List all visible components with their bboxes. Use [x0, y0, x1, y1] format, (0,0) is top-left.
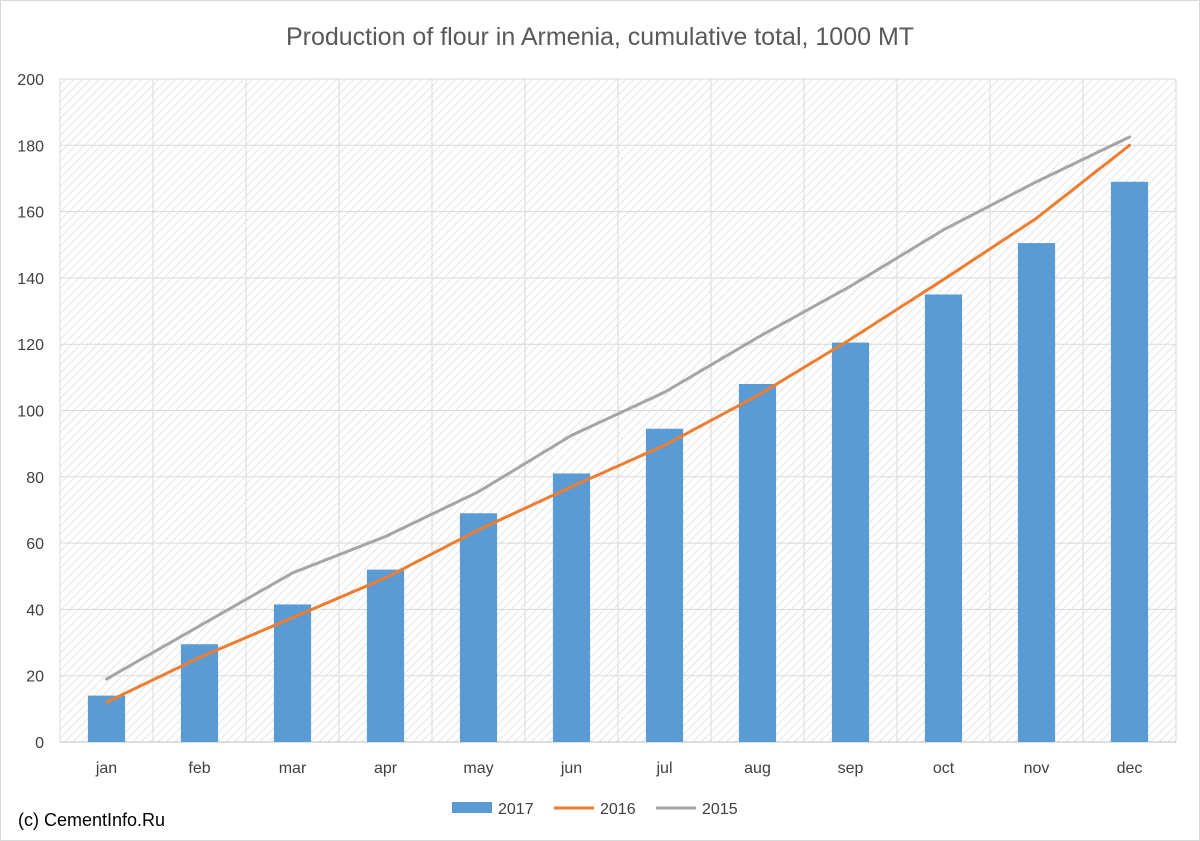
- x-tick-label: mar: [279, 760, 307, 777]
- x-tick-label: apr: [374, 760, 398, 777]
- y-tick-label: 160: [17, 205, 44, 222]
- x-tick-label: jan: [95, 760, 117, 777]
- plot-area: 0 20 40 60 80 100 120 140 160 180 200 jan feb mar apr m…: [17, 72, 1177, 777]
- x-tick-label: sep: [838, 760, 864, 777]
- legend-label-2016: 2016: [600, 801, 636, 818]
- bar-2017-may: [459, 513, 498, 742]
- x-tick-label: nov: [1024, 760, 1050, 777]
- bar-2017-sep: [831, 342, 870, 742]
- bar-2017-nov: [1017, 243, 1056, 742]
- x-tick-label: may: [463, 760, 493, 777]
- y-tick-label: 200: [17, 72, 44, 89]
- x-tick-label: jun: [560, 760, 582, 777]
- bar-2017-mar: [273, 604, 312, 742]
- line-series-2016: [105, 143, 1131, 704]
- x-tick-label: aug: [744, 760, 771, 777]
- bar-2017-jun: [552, 473, 591, 742]
- line-series-2015: [105, 135, 1131, 681]
- x-tick-label: oct: [933, 760, 955, 777]
- y-tick-label: 0: [35, 735, 44, 752]
- y-tick-label: 100: [17, 404, 44, 421]
- y-tick-label: 20: [26, 669, 44, 686]
- x-tick-label: dec: [1117, 760, 1143, 777]
- bar-2017-oct: [924, 294, 963, 742]
- bar-2017-feb: [180, 644, 219, 742]
- bar-2017-aug: [738, 383, 777, 742]
- y-tick-label: 120: [17, 337, 44, 354]
- y-tick-label: 80: [26, 470, 44, 487]
- legend-label-2017: 2017: [498, 801, 534, 818]
- credit-text: (c) CementInfo.Ru: [18, 810, 165, 830]
- x-tick-label: feb: [188, 760, 210, 777]
- chart-title: Production of flour in Armenia, cumulati…: [286, 23, 914, 51]
- legend-label-2015: 2015: [702, 801, 738, 818]
- bar-2017-dec: [1110, 181, 1149, 742]
- legend: 2017 2016 2015: [452, 801, 738, 818]
- x-tick-label: jul: [655, 760, 672, 777]
- y-tick-label: 140: [17, 271, 44, 288]
- bar-2017-apr: [366, 569, 405, 742]
- y-tick-label: 40: [26, 602, 44, 619]
- legend-swatch-2017: [452, 802, 492, 813]
- bar-2017-jul: [645, 428, 684, 742]
- y-tick-label: 180: [17, 138, 44, 155]
- y-tick-label: 60: [26, 536, 44, 553]
